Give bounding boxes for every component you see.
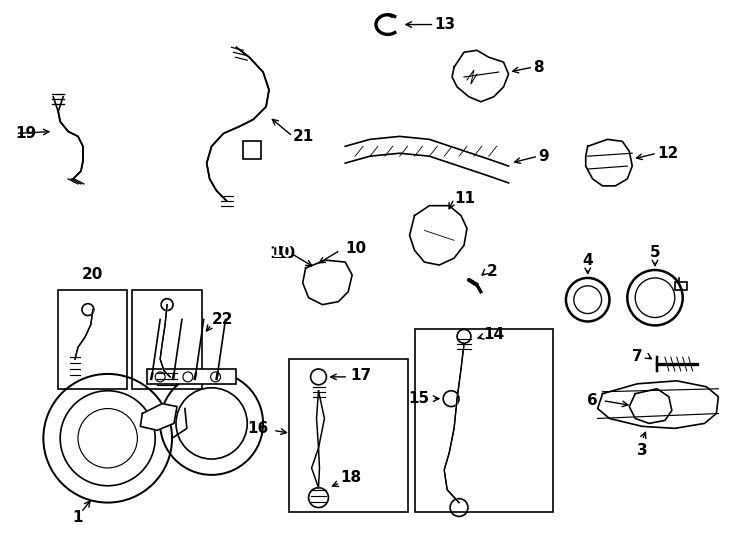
- Polygon shape: [75, 309, 92, 359]
- Bar: [243, 141, 261, 159]
- Bar: [675, 282, 687, 290]
- Polygon shape: [629, 389, 672, 423]
- Bar: [148, 369, 236, 384]
- Polygon shape: [207, 48, 269, 201]
- Polygon shape: [410, 206, 467, 265]
- Text: 10: 10: [345, 241, 366, 256]
- Text: 20: 20: [82, 267, 103, 282]
- Polygon shape: [302, 260, 352, 305]
- Bar: [415, 329, 553, 512]
- Text: 1: 1: [73, 510, 83, 525]
- Text: 10: 10: [272, 245, 293, 260]
- Text: 6: 6: [587, 393, 597, 408]
- Polygon shape: [345, 137, 509, 183]
- Text: 11: 11: [454, 191, 475, 206]
- Text: 16: 16: [248, 421, 269, 436]
- Text: 13: 13: [435, 17, 455, 32]
- Polygon shape: [444, 344, 464, 503]
- Polygon shape: [452, 50, 509, 102]
- Text: 22: 22: [211, 312, 233, 327]
- Text: 15: 15: [408, 391, 429, 406]
- Polygon shape: [54, 97, 83, 179]
- Bar: [132, 290, 202, 389]
- Text: 19: 19: [15, 126, 37, 141]
- Text: 10: 10: [269, 246, 291, 261]
- Polygon shape: [597, 381, 719, 428]
- Polygon shape: [311, 391, 324, 488]
- Text: 18: 18: [341, 470, 361, 485]
- Text: 10: 10: [275, 246, 296, 261]
- Bar: [58, 290, 128, 389]
- Text: 2: 2: [487, 265, 498, 280]
- Text: 4: 4: [582, 253, 593, 268]
- Text: 9: 9: [538, 148, 549, 164]
- Text: 5: 5: [650, 245, 661, 260]
- Polygon shape: [140, 403, 177, 430]
- Text: 17: 17: [350, 368, 371, 383]
- Text: 8: 8: [534, 59, 544, 75]
- Text: 7: 7: [631, 349, 642, 363]
- Polygon shape: [586, 139, 632, 186]
- Text: 12: 12: [657, 146, 678, 161]
- Text: 3: 3: [637, 443, 647, 458]
- Polygon shape: [160, 305, 170, 377]
- Bar: [288, 359, 407, 512]
- Text: 14: 14: [484, 327, 505, 342]
- Text: 21: 21: [293, 129, 314, 144]
